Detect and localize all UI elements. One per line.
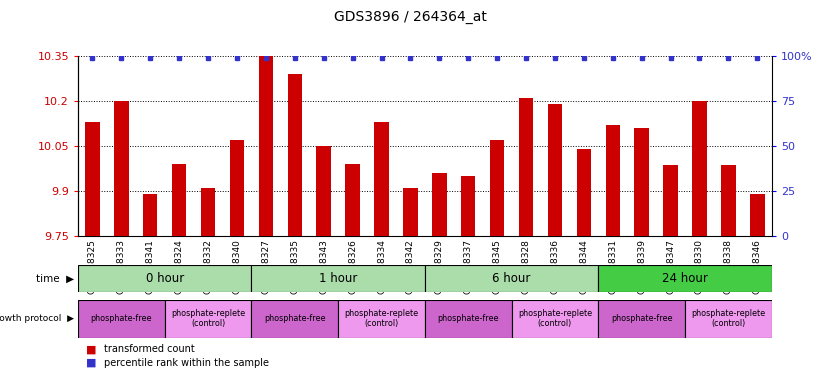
Text: phosphate-free: phosphate-free (90, 314, 152, 323)
Bar (692, 101, 707, 236)
Bar (316, 146, 331, 236)
Bar (425, 265, 599, 292)
Bar (287, 74, 302, 236)
Bar (230, 140, 244, 236)
Bar (461, 176, 475, 236)
Bar (338, 300, 425, 338)
Text: ■: ■ (86, 358, 97, 368)
Text: phosphate-replete
(control): phosphate-replete (control) (518, 309, 592, 328)
Bar (346, 164, 360, 236)
Bar (548, 104, 562, 236)
Bar (251, 300, 338, 338)
Bar (599, 265, 772, 292)
Bar (576, 149, 591, 236)
Bar (374, 122, 388, 236)
Text: ■: ■ (86, 344, 97, 354)
Bar (172, 164, 186, 236)
Text: 1 hour: 1 hour (319, 272, 357, 285)
Text: growth protocol  ▶: growth protocol ▶ (0, 314, 74, 323)
Text: phosphate-replete
(control): phosphate-replete (control) (171, 309, 245, 328)
Text: 6 hour: 6 hour (493, 272, 530, 285)
Bar (519, 98, 534, 236)
Bar (114, 101, 129, 236)
Text: GDS3896 / 264364_at: GDS3896 / 264364_at (334, 10, 487, 23)
Text: 0 hour: 0 hour (145, 272, 184, 285)
Bar (599, 300, 685, 338)
Text: time  ▶: time ▶ (36, 273, 74, 283)
Text: phosphate-replete
(control): phosphate-replete (control) (345, 309, 419, 328)
Bar (251, 265, 425, 292)
Text: transformed count: transformed count (104, 344, 195, 354)
Bar (511, 300, 599, 338)
Bar (78, 265, 251, 292)
Bar (403, 188, 418, 236)
Text: phosphate-free: phosphate-free (264, 314, 326, 323)
Bar (635, 128, 649, 236)
Bar (663, 166, 678, 236)
Bar (721, 166, 736, 236)
Bar (259, 56, 273, 236)
Bar (432, 173, 447, 236)
Bar (425, 300, 511, 338)
Bar (201, 188, 215, 236)
Bar (685, 300, 772, 338)
Bar (85, 122, 99, 236)
Bar (490, 140, 504, 236)
Bar (165, 300, 251, 338)
Text: percentile rank within the sample: percentile rank within the sample (104, 358, 269, 368)
Bar (750, 194, 764, 236)
Bar (143, 194, 158, 236)
Text: phosphate-replete
(control): phosphate-replete (control) (691, 309, 765, 328)
Text: phosphate-free: phosphate-free (438, 314, 499, 323)
Text: phosphate-free: phosphate-free (611, 314, 672, 323)
Bar (78, 300, 165, 338)
Text: 24 hour: 24 hour (662, 272, 708, 285)
Bar (606, 125, 620, 236)
